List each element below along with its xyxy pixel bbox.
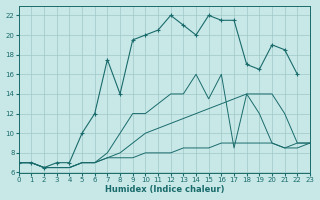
X-axis label: Humidex (Indice chaleur): Humidex (Indice chaleur) (105, 185, 224, 194)
